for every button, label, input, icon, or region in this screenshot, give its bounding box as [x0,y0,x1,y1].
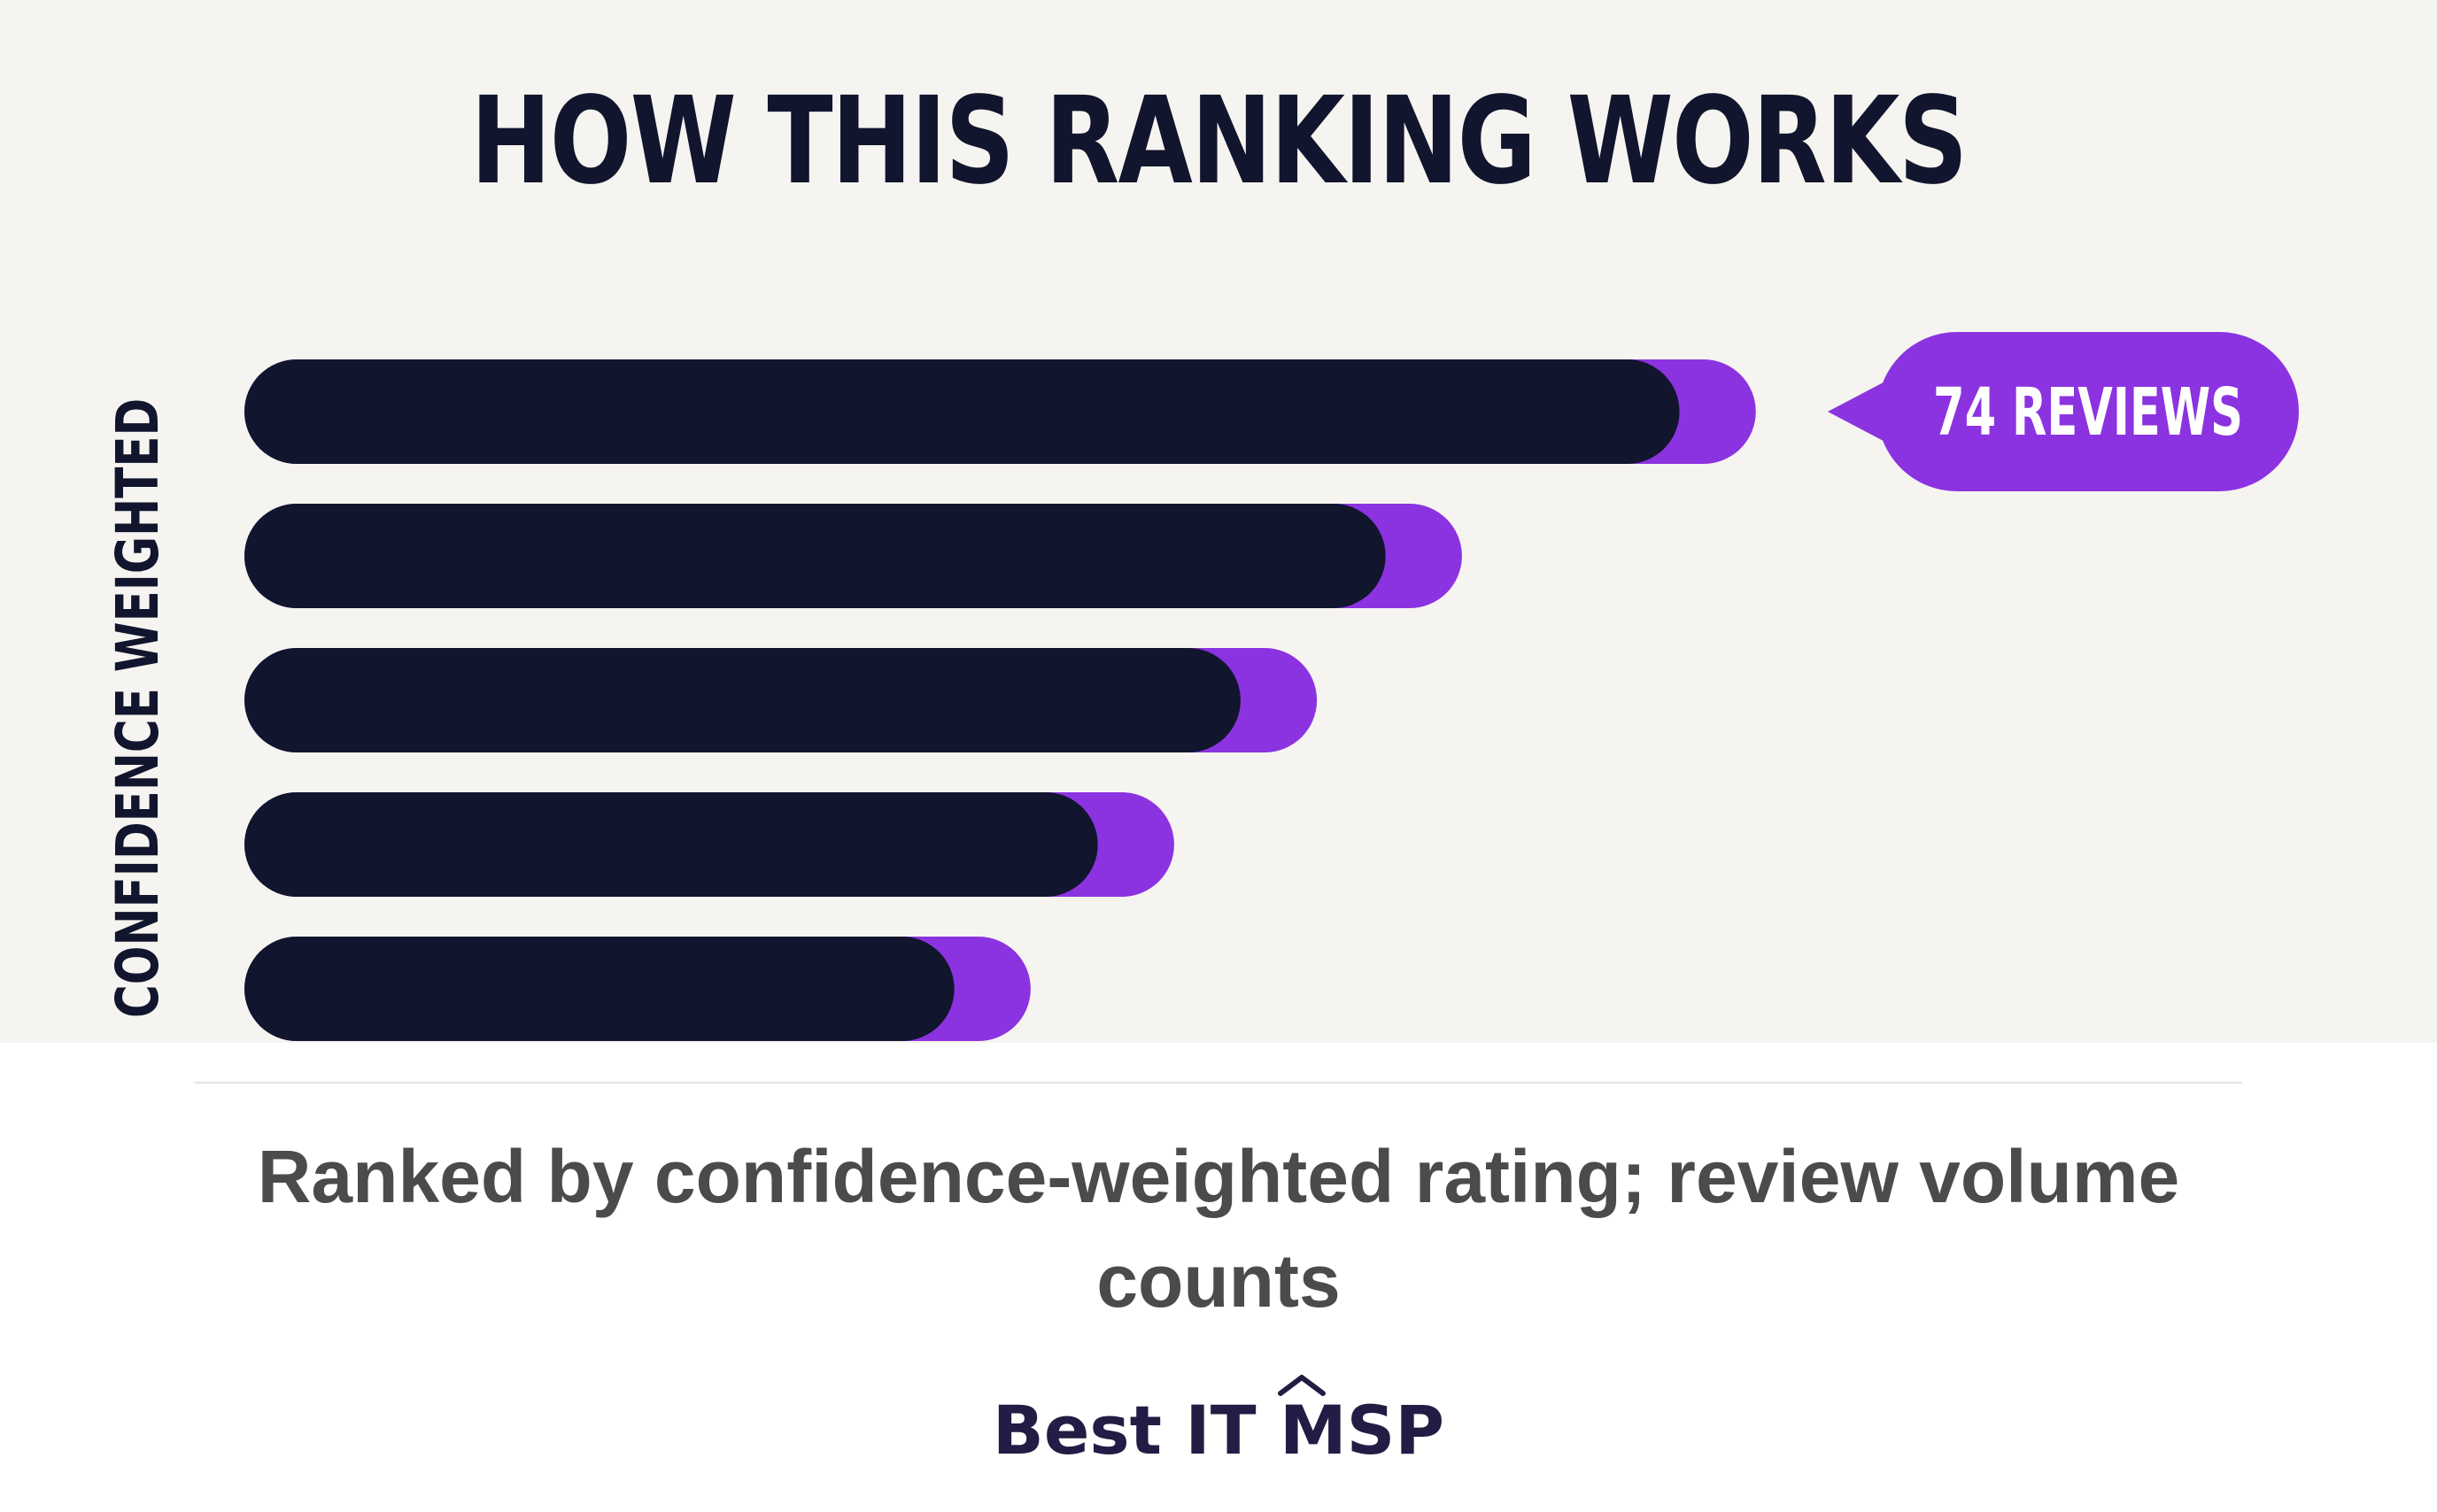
page-title: HOW THIS RANKING WORKS [470,72,1968,212]
caret-icon [1278,1375,1326,1396]
bar-main-3 [244,648,1241,752]
bar-main-5 [244,937,955,1041]
bar-main-4 [244,792,1098,897]
callout-tail [1828,376,1895,447]
divider [195,1082,2242,1084]
bar-main-1 [244,359,1680,464]
bar-chart: 74 REVIEWS [244,332,2299,1041]
bar-main-2 [244,504,1386,608]
callout-bubble [1877,332,2299,491]
hero-panel: HOW THIS RANKING WORKS CONFIDENCE WEIGHT… [0,0,2437,1043]
callout-label: 74 REVIEWS [1933,374,2243,451]
brand-logo: Best IT MSP [992,1391,1445,1470]
reviews-callout: 74 REVIEWS [1828,332,2299,491]
ranking-caption: Ranked by confidence-weighted rating; re… [257,1135,2180,1323]
